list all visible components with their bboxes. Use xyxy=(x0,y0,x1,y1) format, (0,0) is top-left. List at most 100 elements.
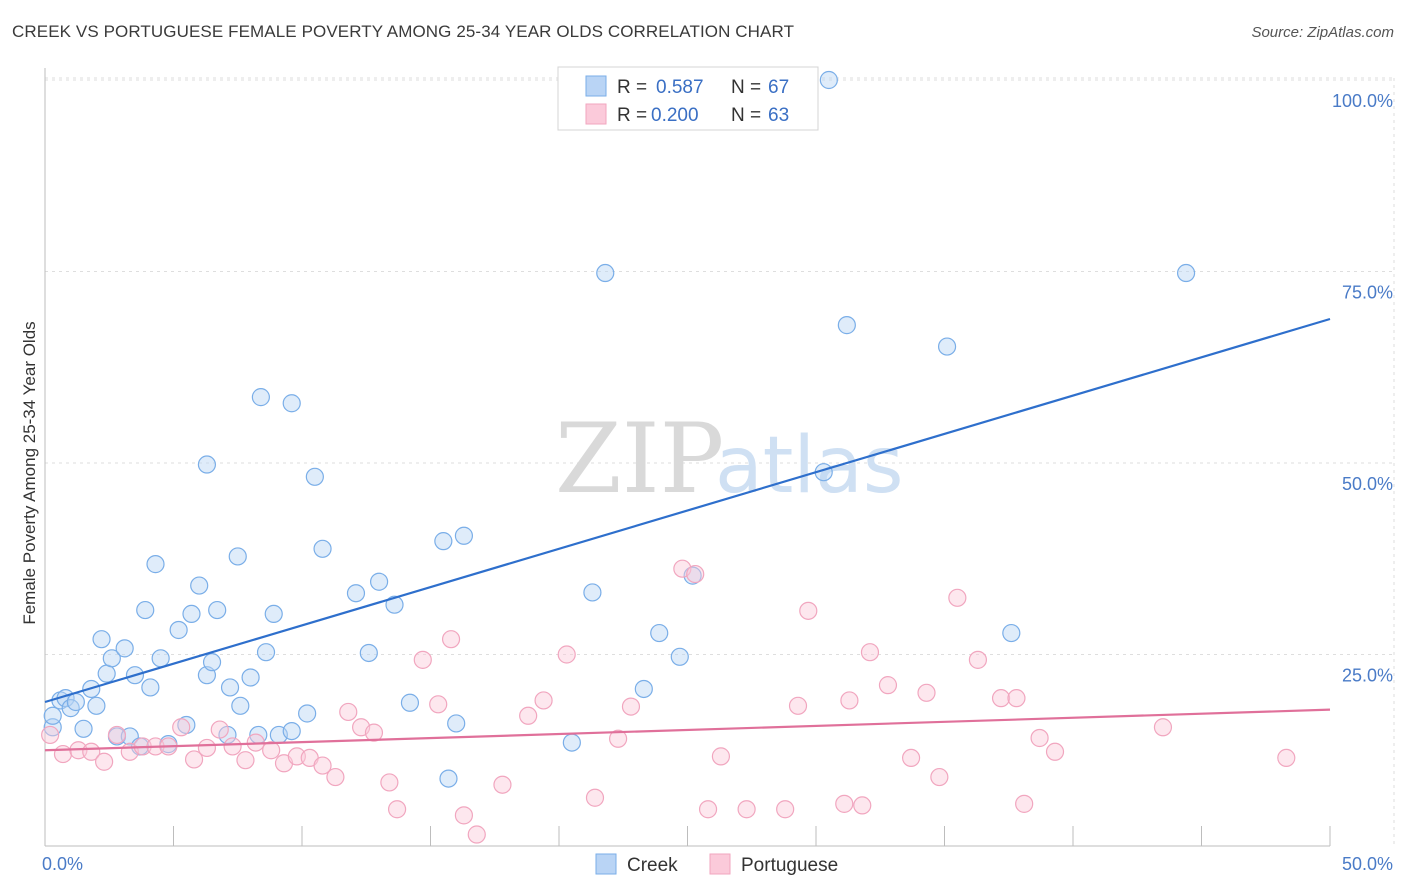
creek-point-57 xyxy=(634,679,653,699)
portuguese-point-26 xyxy=(380,773,399,792)
portuguese-point-22 xyxy=(326,767,345,787)
chart-source: Source: ZipAtlas.com xyxy=(1251,24,1394,41)
portuguese-point-42 xyxy=(698,800,718,819)
portuguese-point-58 xyxy=(991,689,1011,708)
creek-point-44 xyxy=(313,539,332,558)
legend-n-label-creek: N = xyxy=(731,77,761,98)
creek-point-56 xyxy=(596,263,615,283)
portuguese-point-25 xyxy=(364,723,384,742)
creek-point-43 xyxy=(305,467,324,486)
portuguese-point-28 xyxy=(413,650,432,669)
y-tick-label-2: 75.0% xyxy=(1342,283,1393,303)
portuguese-point-27 xyxy=(387,800,407,819)
portuguese-point-57 xyxy=(968,650,988,669)
y-tick-label-1: 50.0% xyxy=(1342,474,1393,494)
portuguese-point-51 xyxy=(860,643,880,662)
legend-r-value-creek: 0.587 xyxy=(656,77,704,98)
watermark: ZIP atlas xyxy=(555,403,904,515)
legend-swatch-portuguese xyxy=(585,103,607,125)
portuguese-point-31 xyxy=(454,806,474,825)
creek-point-58 xyxy=(650,623,669,643)
portuguese-point-0 xyxy=(41,725,60,745)
portuguese-point-38 xyxy=(609,729,628,748)
legend-n-value-portuguese: 63 xyxy=(768,105,789,126)
creek-point-22 xyxy=(169,620,188,640)
creek-point-38 xyxy=(264,604,283,624)
creek-point-17 xyxy=(136,600,155,620)
legend-r-value-portuguese: 0.200 xyxy=(651,105,699,126)
portuguese-point-17 xyxy=(262,741,281,760)
portuguese-point-43 xyxy=(711,747,731,766)
portuguese-point-46 xyxy=(788,696,808,715)
portuguese-point-33 xyxy=(493,775,512,794)
creek-point-29 xyxy=(208,600,227,620)
creek-point-65 xyxy=(1176,263,1196,283)
legend-r-label-creek: R = xyxy=(617,77,647,98)
creek-point-66 xyxy=(819,70,838,90)
creek-point-47 xyxy=(370,572,389,591)
creek-point-50 xyxy=(434,532,453,551)
creek-point-42 xyxy=(298,704,317,723)
creek-point-10 xyxy=(97,664,116,683)
creek-point-55 xyxy=(583,583,602,602)
top-legend: R = 0.587 N = 67 R = 0.200 N = 63 xyxy=(557,66,819,131)
portuguese-point-50 xyxy=(853,796,872,815)
portuguese-point-55 xyxy=(930,767,949,787)
portuguese-point-1 xyxy=(53,744,73,764)
watermark-atlas: atlas xyxy=(715,421,904,511)
trend-lines xyxy=(44,317,1331,752)
creek-point-53 xyxy=(454,526,474,545)
legend-n-label-portuguese: N = xyxy=(731,105,761,126)
creek-point-5 xyxy=(66,692,85,712)
creek-point-40 xyxy=(282,721,301,741)
portuguese-point-15 xyxy=(236,751,255,770)
portuguese-point-12 xyxy=(197,738,217,758)
portuguese-point-48 xyxy=(835,794,854,813)
creek-point-51 xyxy=(439,769,458,788)
portuguese-point-23 xyxy=(339,702,358,722)
creek-point-41 xyxy=(282,394,301,413)
portuguese-point-41 xyxy=(686,564,705,584)
portuguese-point-63 xyxy=(1153,718,1173,737)
portuguese-point-49 xyxy=(840,691,859,710)
creek-point-28 xyxy=(202,653,222,672)
creek-point-62 xyxy=(837,316,856,335)
creek-point-46 xyxy=(359,643,378,663)
creek-point-52 xyxy=(447,714,466,733)
portuguese-point-47 xyxy=(799,601,818,620)
portuguese-point-36 xyxy=(557,645,576,664)
portuguese-point-62 xyxy=(1045,742,1065,761)
portuguese-point-30 xyxy=(441,630,461,649)
portuguese-point-34 xyxy=(519,706,538,725)
creek-point-45 xyxy=(346,584,366,603)
creek-point-36 xyxy=(251,388,270,407)
y-tick-label-0: 25.0% xyxy=(1342,666,1393,686)
portuguese-point-29 xyxy=(429,695,448,714)
creek-point-33 xyxy=(231,696,250,715)
portuguese-point-4 xyxy=(95,752,114,771)
creek-point-48 xyxy=(385,595,404,614)
portuguese-trend-line xyxy=(44,708,1331,752)
portuguese-point-60 xyxy=(1015,794,1034,813)
watermark-zip: ZIP xyxy=(555,403,724,515)
x-tick-label-1: 50.0% xyxy=(1342,854,1393,874)
creek-point-37 xyxy=(256,643,276,662)
creek-point-8 xyxy=(87,696,106,715)
creek-point-27 xyxy=(197,455,217,474)
legend-r-label-portuguese: R = xyxy=(617,105,647,126)
tick-labels: 0.0% 50.0% 25.0% 50.0% 75.0% 100.0% xyxy=(42,91,1393,874)
y-tick-label-3: 100.0% xyxy=(1332,91,1393,111)
creek-point-20 xyxy=(151,649,170,668)
chart-title: CREEK VS PORTUGUESE FEMALE POVERTY AMONG… xyxy=(12,22,795,41)
bottom-legend: Creek Portuguese xyxy=(595,853,838,876)
portuguese-point-3 xyxy=(82,742,101,761)
portuguese-point-32 xyxy=(467,825,486,844)
portuguese-point-5 xyxy=(107,725,127,745)
creek-point-1 xyxy=(43,706,62,725)
portuguese-point-45 xyxy=(776,800,795,819)
bottom-legend-swatch-portuguese xyxy=(709,853,731,875)
creek-point-31 xyxy=(220,678,240,697)
portuguese-point-21 xyxy=(313,756,332,775)
axes xyxy=(44,68,1331,847)
x-tick-label-0: 0.0% xyxy=(42,854,83,874)
